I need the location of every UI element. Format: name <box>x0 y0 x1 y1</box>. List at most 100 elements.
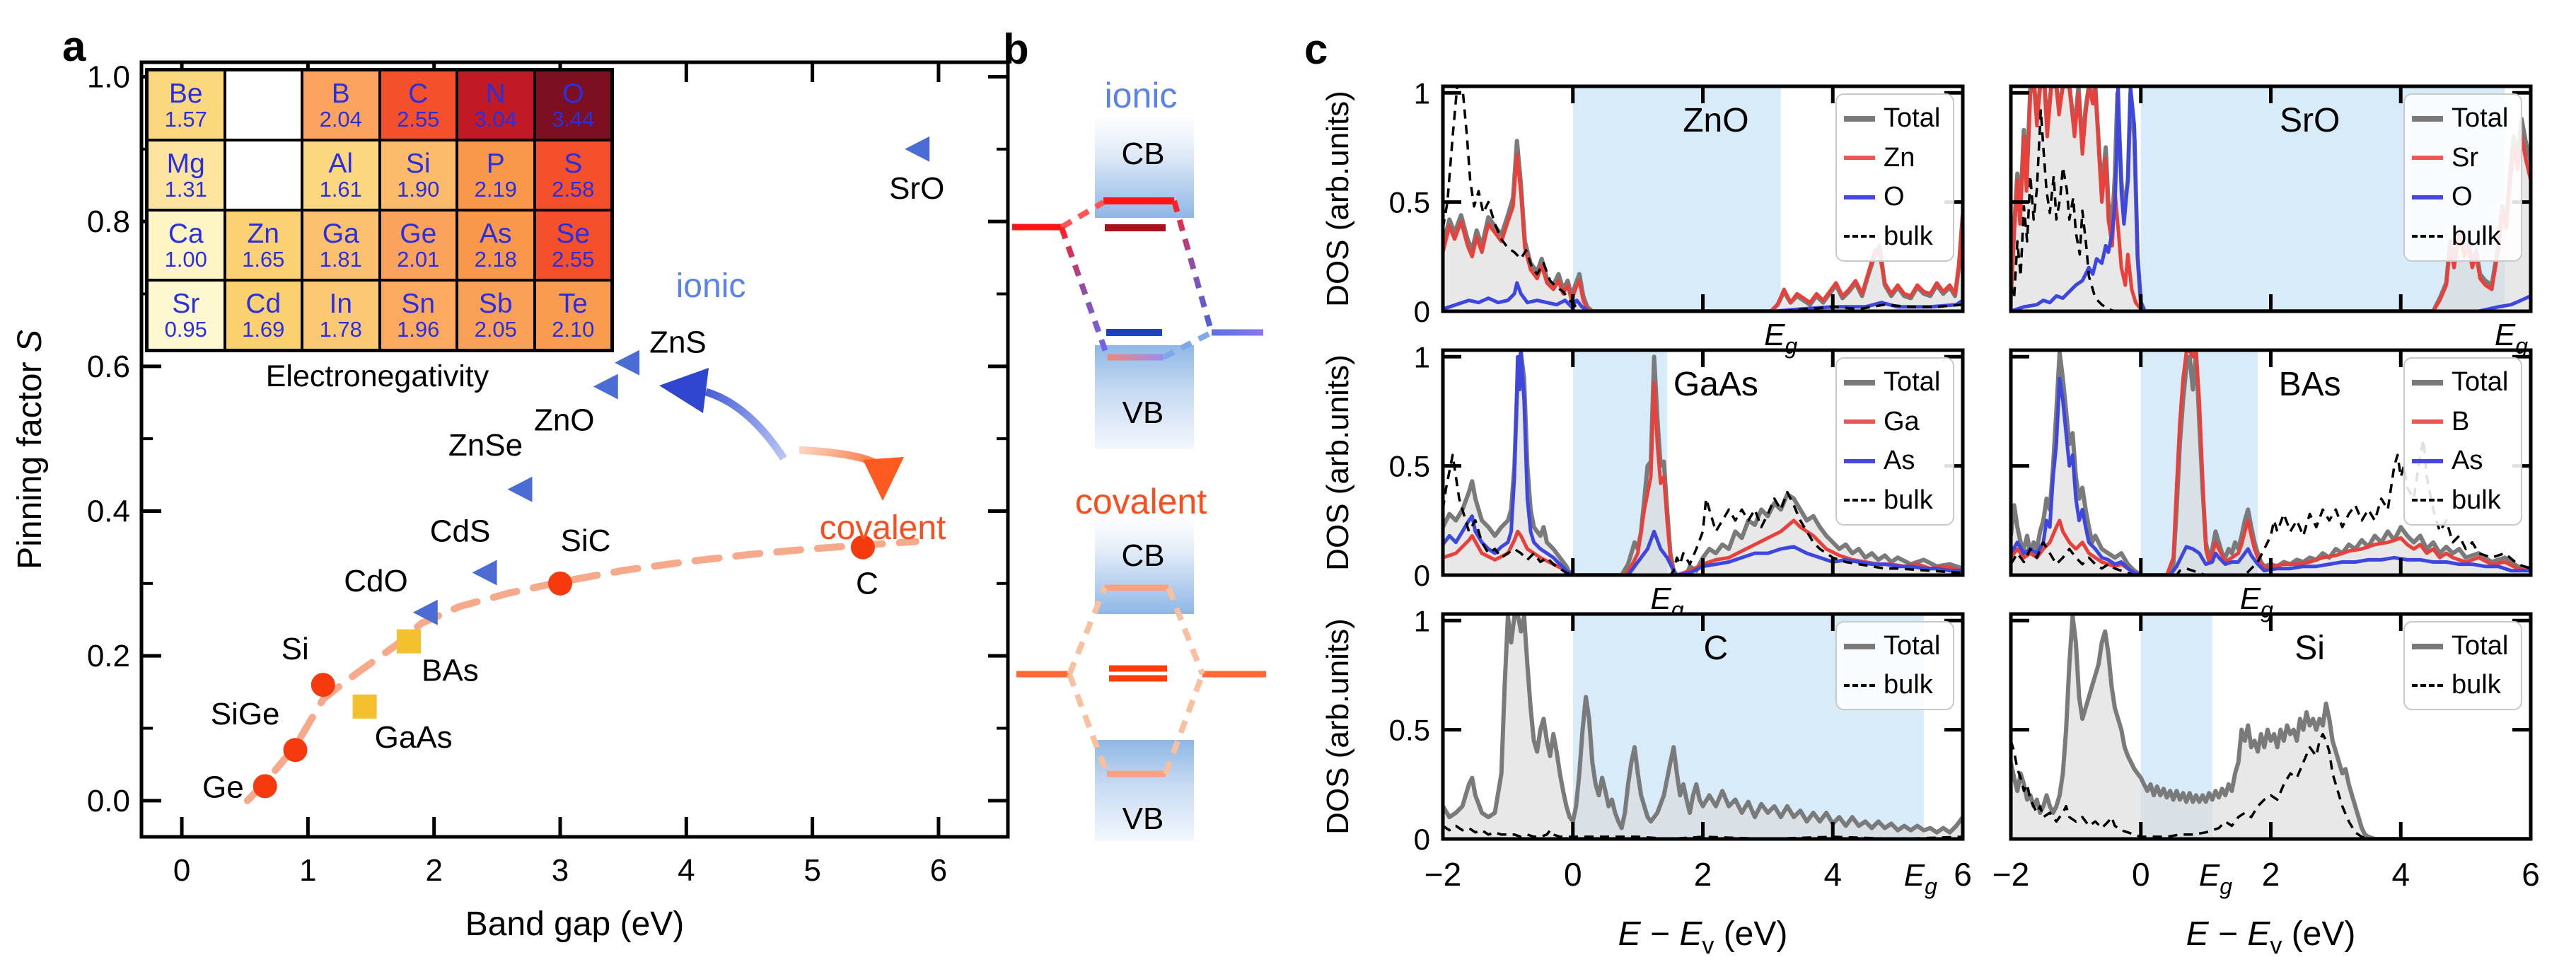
x-tick-label: 0 <box>2132 856 2150 893</box>
panel-a-x-axis-title: Band gap (eV) <box>465 905 685 943</box>
x-tick-label: 1 <box>299 853 316 888</box>
y-tick-label: 1 <box>1414 340 1430 374</box>
ionic-diagram-title: ionic <box>1105 76 1178 115</box>
curves-C <box>1443 614 1963 839</box>
total-curve-Si <box>2011 614 2531 839</box>
point-label-CdS: CdS <box>430 514 491 548</box>
x-tick-label: 0 <box>173 853 190 888</box>
tspan: v <box>2270 932 2282 959</box>
total-fill-Si <box>2011 616 2531 839</box>
dos-plot-SrO: SrO Eg <box>2009 84 2533 359</box>
x-tick-label: 3 <box>552 853 569 888</box>
plot-title-GaAs: GaAs <box>1673 366 1758 403</box>
tspan: g <box>1925 874 1937 899</box>
point-label-SiGe: SiGe <box>211 697 280 731</box>
x-tick-label: 5 <box>803 853 820 888</box>
dos-plot-GaAs: 0 0.5 1 GaAs Eg DOS (arb.units) <box>1321 340 1965 623</box>
x-tick-label: 6 <box>2522 856 2540 893</box>
covalent-arrow-head-icon <box>863 457 904 501</box>
point-C <box>850 535 875 560</box>
covalent-trend-line <box>243 538 919 804</box>
curves-SrO <box>2011 86 2531 311</box>
covalent-vb-label: VB <box>1122 801 1164 836</box>
ionic-dash-left-up <box>1060 199 1106 230</box>
total-curve-C <box>1443 614 1963 835</box>
eg-label: Eg <box>1650 581 1683 623</box>
elem2-curve-ZnO <box>1443 281 1963 311</box>
point-SiC <box>547 571 572 596</box>
tspan: − <box>2209 915 2248 953</box>
tspan: E <box>2199 858 2220 893</box>
point-label-GaAs: GaAs <box>375 720 453 755</box>
tspan: E <box>1764 318 1785 352</box>
point-SrO <box>905 136 930 162</box>
panel-label-b: b <box>1003 25 1029 73</box>
bulk-curve-GaAs <box>1443 453 1963 575</box>
tspan: (eV) <box>1714 915 1787 953</box>
curves-GaAs <box>1443 350 1963 575</box>
eg-label: Eg <box>1764 318 1797 359</box>
ionic-arrow <box>704 388 787 461</box>
band-gap-shade-ZnO <box>1572 86 1781 311</box>
eg-label: Eg <box>2495 318 2528 359</box>
total-fill-BAs <box>2011 352 2531 575</box>
plot-title-C: C <box>1704 630 1729 667</box>
point-label-ZnSe: ZnSe <box>448 428 523 463</box>
tspan: v <box>1702 932 1714 959</box>
covalent-dash-2 <box>1166 586 1205 676</box>
x-tick-label: 6 <box>930 853 947 888</box>
y-tick-label: 0.2 <box>87 639 130 673</box>
y-tick-label: 0 <box>1414 823 1430 856</box>
bulk-curve-Si <box>2011 733 2531 839</box>
total-curve-BAs <box>2011 350 2531 575</box>
covalent-cb-label: CB <box>1121 538 1164 573</box>
panel-a-y-axis-title: Pinning factor S <box>11 330 49 569</box>
elem1-curve-SrO <box>2011 86 2531 311</box>
covalent-dash-4 <box>1163 673 1205 775</box>
x-tick-label: 6 <box>1954 856 1972 893</box>
point-BAs <box>397 629 422 654</box>
y-tick-label: 0.5 <box>1389 186 1430 219</box>
point-label-ZnO: ZnO <box>534 403 595 437</box>
tspan: E <box>1650 581 1671 616</box>
covalent-cb-box <box>1095 519 1194 614</box>
bulk-curve-C <box>1443 824 1963 839</box>
x-tick-label: 4 <box>678 853 695 888</box>
curves-ZnO <box>1443 86 1963 311</box>
point-label-ZnS: ZnS <box>649 325 707 360</box>
panel-b: ionic CB VB covalent CB VB <box>1012 76 1266 841</box>
point-label-CdO: CdO <box>344 564 407 598</box>
bulk-curve-ZnO <box>1443 86 1963 311</box>
y-tick-label: 1 <box>1414 604 1430 637</box>
x-tick-label: 4 <box>2391 856 2410 893</box>
point-label-SiC: SiC <box>561 523 611 558</box>
point-ZnO <box>593 374 618 400</box>
y-tick-label: 0 <box>1414 295 1430 328</box>
tspan: E <box>2495 318 2516 352</box>
curves-Si <box>2011 614 2531 839</box>
x-tick-label: 2 <box>2262 856 2280 893</box>
tspan: E <box>2247 915 2270 953</box>
covalent-annotation: covalent <box>820 509 946 547</box>
covalent-dash-3 <box>1067 673 1110 775</box>
elem2-curve-GaAs <box>1443 350 1963 575</box>
point-GaAs <box>352 694 377 719</box>
y-tick-label: 0.4 <box>87 494 130 528</box>
bulk-curve-SrO <box>2011 109 2531 311</box>
elem1-curve-BAs <box>2011 350 2531 575</box>
dos-y-axis-title: DOS (arb.units) <box>1321 91 1355 307</box>
tspan: E <box>2186 915 2210 953</box>
plot-title-BAs: BAs <box>2279 366 2341 403</box>
tspan: g <box>1785 333 1798 359</box>
point-Ge <box>253 774 277 799</box>
dos-y-axis-title: DOS (arb.units) <box>1321 618 1355 835</box>
panel-a-arrows: ionic covalent <box>659 267 946 547</box>
ionic-arrow-head-icon <box>659 368 709 413</box>
tspan: (eV) <box>2282 915 2355 953</box>
tspan: S <box>11 330 49 352</box>
panel-label-a: a <box>62 23 86 70</box>
